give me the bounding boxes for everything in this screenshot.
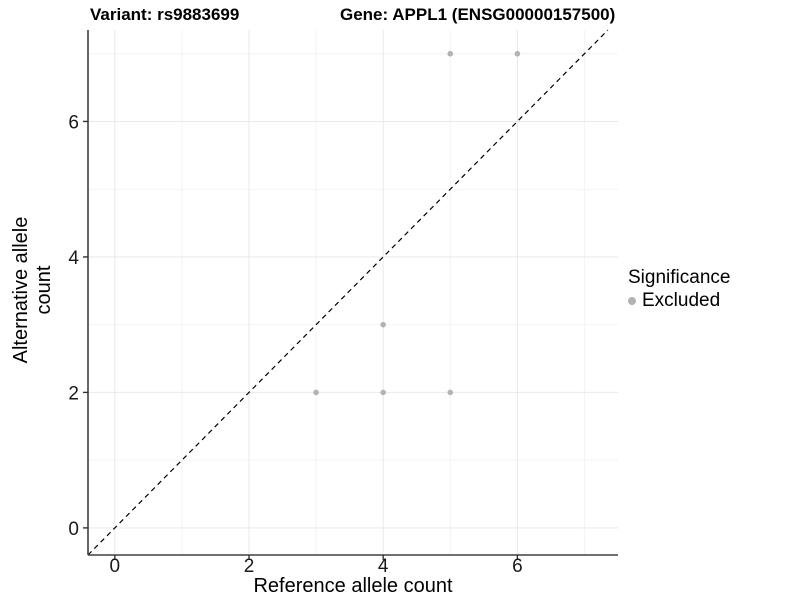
data-point (380, 321, 386, 328)
legend-item-label: Excluded (642, 290, 721, 311)
plot-panel (88, 30, 618, 555)
data-point (447, 50, 454, 57)
x-tick-label: 2 (244, 556, 255, 577)
x-tick-label: 6 (512, 556, 523, 577)
y-tick-label: 6 (68, 112, 79, 133)
data-point (380, 389, 386, 396)
data-point (447, 389, 454, 396)
x-tick-label: 4 (378, 556, 389, 577)
x-tick-label: 0 (110, 556, 121, 577)
legend-item-excluded: Excluded (628, 289, 730, 312)
gene-title: Gene: APPL1 (ENSG00000157500) (340, 5, 616, 24)
legend: Significance Excluded (628, 266, 730, 312)
y-axis-title: Alternative allele count (10, 216, 55, 364)
y-tick-label: 2 (68, 383, 79, 404)
data-point (313, 389, 319, 396)
variant-title: Variant: rs9883699 (90, 5, 240, 24)
legend-title: Significance (628, 267, 731, 288)
y-tick-label: 0 (68, 519, 79, 540)
identity-dashed-line (87, 29, 609, 556)
excluded-point-icon (628, 296, 636, 305)
data-point (514, 50, 521, 57)
y-tick-label: 4 (68, 248, 79, 269)
x-axis-title: Reference allele count (253, 575, 453, 597)
